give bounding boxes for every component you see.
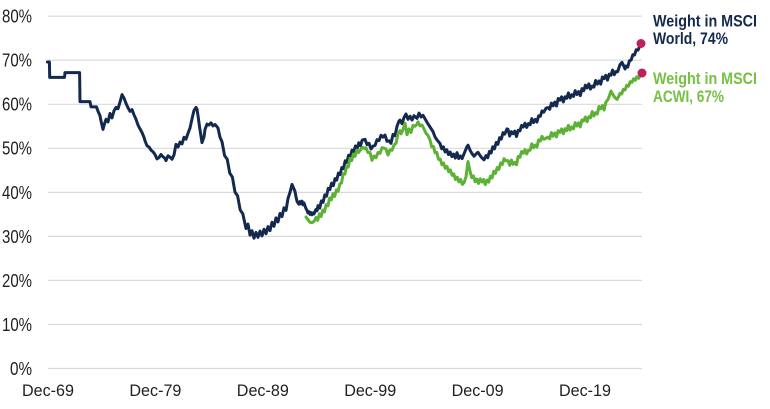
svg-text:Dec-19: Dec-19 xyxy=(559,381,611,400)
svg-text:10%: 10% xyxy=(2,315,32,335)
svg-text:World, 74%: World, 74% xyxy=(653,29,728,48)
svg-text:Dec-09: Dec-09 xyxy=(452,381,504,400)
svg-text:20%: 20% xyxy=(2,271,32,291)
svg-text:0%: 0% xyxy=(10,359,32,379)
svg-text:Dec-89: Dec-89 xyxy=(237,381,289,400)
svg-text:Dec-99: Dec-99 xyxy=(344,381,396,400)
svg-text:50%: 50% xyxy=(2,139,32,159)
svg-text:30%: 30% xyxy=(2,227,32,247)
svg-text:Dec-79: Dec-79 xyxy=(129,381,181,400)
svg-text:60%: 60% xyxy=(2,95,32,115)
svg-text:80%: 80% xyxy=(2,7,32,27)
svg-text:Dec-69: Dec-69 xyxy=(22,381,74,400)
svg-text:ACWI, 67%: ACWI, 67% xyxy=(653,87,724,106)
svg-text:Weight in MSCI: Weight in MSCI xyxy=(653,69,757,88)
svg-text:40%: 40% xyxy=(2,183,32,203)
svg-text:70%: 70% xyxy=(2,51,32,71)
svg-text:Weight in MSCI: Weight in MSCI xyxy=(653,12,757,31)
